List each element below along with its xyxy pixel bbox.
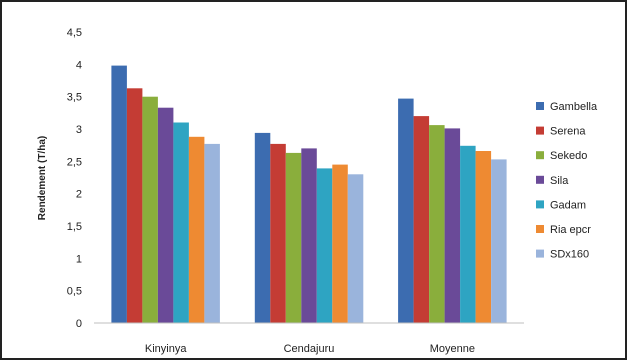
legend-label: Sekedo [550,150,587,162]
bar [398,98,414,323]
bar [142,96,158,323]
bar [460,145,476,323]
bar [157,107,174,323]
bar [204,143,220,323]
y-axis-ticks: 0 0,5 1 1,5 2 2,5 3 3,5 4 4,5 [67,27,82,330]
x-tick-label: Kinyinya [145,343,187,355]
x-tick-label: Moyenne [430,343,475,355]
y-tick-label: 2 [76,189,82,201]
legend-label: Serena [550,126,586,138]
bar [347,174,364,323]
bar [316,168,333,323]
y-tick-label: 1 [76,253,82,265]
legend-label: Ria epcr [550,224,591,236]
bar [188,136,205,323]
bar [111,65,127,323]
legend: Gambella Serena Sekedo Sila Gadam Ria epcr SDx… [536,101,598,261]
legend-swatch [536,249,544,258]
legend-swatch [536,126,544,135]
y-tick-label: 4,5 [67,27,82,39]
legend-label: Gambella [550,101,598,113]
y-tick-label: 4 [76,59,82,71]
bar [173,122,189,323]
bar [429,125,445,323]
bar [413,116,430,323]
y-tick-label: 3,5 [67,92,82,104]
bar [444,128,461,323]
y-tick-label: 3 [76,124,82,136]
legend-swatch [536,225,544,233]
legend-label: SDx160 [550,249,589,261]
bar [475,151,492,323]
legend-swatch [536,151,544,160]
y-tick-label: 0 [76,318,82,330]
bar [491,159,507,323]
legend-swatch [536,175,544,184]
bar [285,152,302,323]
bar [126,88,143,323]
x-axis-ticks: Kinyinya Cendajuru Moyenne [145,343,475,355]
legend-label: Sila [550,175,569,187]
bar [270,143,286,323]
y-axis-title: Rendement (T/ha) [37,136,48,220]
x-tick-label: Cendajuru [284,343,335,355]
legend-swatch [536,200,544,209]
legend-label: Gadam [550,199,586,211]
y-tick-label: 2,5 [67,156,82,168]
bar [254,132,271,323]
bars [111,65,507,323]
bar [332,164,348,323]
bar [301,148,317,323]
legend-swatch [536,102,544,110]
y-tick-label: 0,5 [67,286,82,298]
y-tick-label: 1,5 [67,221,82,233]
